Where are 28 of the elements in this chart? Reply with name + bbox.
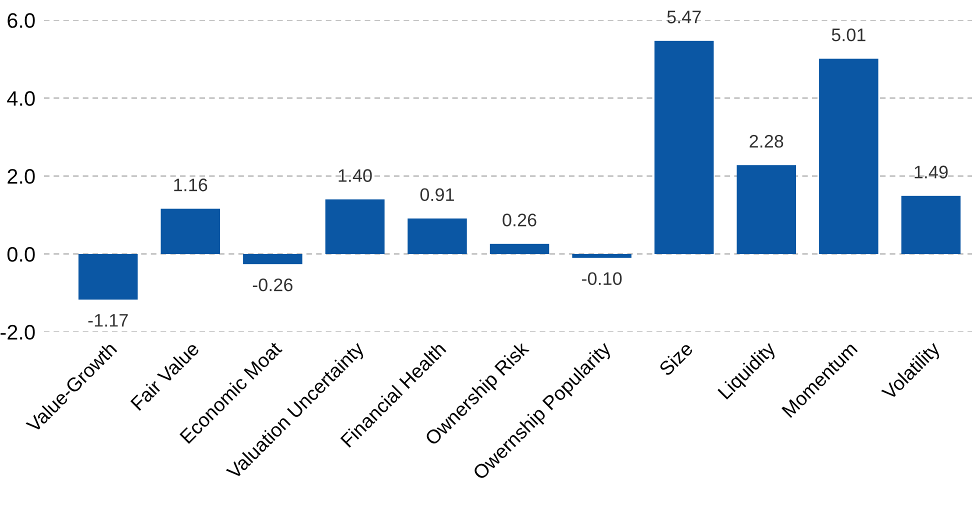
y-tick-label: 0.0 — [7, 246, 35, 262]
bar — [572, 254, 632, 258]
data-label: 0.91 — [420, 188, 454, 202]
y-tick-label: 2.0 — [8, 169, 35, 184]
data-label: -1.17 — [88, 314, 128, 327]
bar — [408, 218, 467, 254]
y-tick-label: 6.0 — [8, 13, 35, 28]
bar — [901, 196, 961, 254]
y-tick-label: -2.0 — [0, 324, 35, 340]
y-tick-label: 4.0 — [7, 91, 35, 106]
bar — [736, 165, 796, 254]
data-label: -0.10 — [582, 272, 622, 286]
bar — [654, 40, 714, 254]
bar — [160, 208, 220, 254]
x-tick-label: Size — [658, 340, 694, 376]
bar — [819, 58, 878, 254]
data-label: 1.49 — [914, 166, 948, 178]
bar — [78, 254, 138, 300]
data-label: 5.47 — [667, 10, 701, 24]
data-label: -0.26 — [252, 278, 292, 292]
bar — [490, 244, 550, 254]
bar — [243, 254, 302, 264]
data-label: 5.01 — [832, 28, 866, 42]
bar — [325, 199, 385, 254]
data-label: 1.40 — [338, 169, 372, 182]
data-label: 2.28 — [750, 134, 784, 148]
data-label: 1.16 — [174, 178, 208, 192]
data-label: 0.26 — [502, 214, 536, 226]
